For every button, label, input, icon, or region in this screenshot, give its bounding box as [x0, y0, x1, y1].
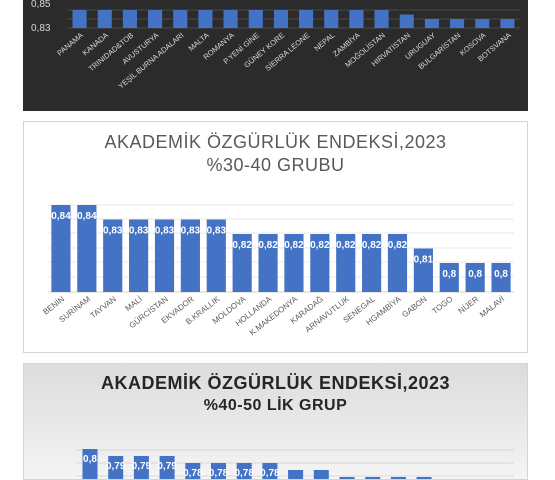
- bar: [374, 10, 389, 28]
- chart-panel-mid: AKADEMİK ÖZGÜRLÜK ENDEKSİ,2023 %30-40 GR…: [23, 121, 528, 353]
- bar: [232, 234, 252, 292]
- chart-bot-subtitle: %40-50 LİK GRUP: [203, 397, 348, 414]
- bar: [159, 456, 175, 479]
- data-label: 0,83: [207, 226, 227, 237]
- data-label: 0,82: [258, 240, 278, 251]
- data-label: 0,78: [183, 468, 203, 479]
- data-label: 0,83: [129, 226, 149, 237]
- bar: [500, 19, 515, 28]
- bar: [475, 19, 490, 28]
- data-label: 0,82: [284, 240, 304, 251]
- data-label: 0,79: [157, 461, 177, 472]
- bar: [185, 463, 201, 479]
- data-label: 0,83: [181, 226, 201, 237]
- chart-bot-svg: 0,8 0,79 0,79 0,79 0,78 0,78 0,78 0,78: [76, 449, 514, 479]
- bar: [133, 456, 149, 479]
- x-tick-label: TOGO: [431, 294, 455, 316]
- bar: [324, 10, 339, 28]
- x-tick-label: MALAVİ: [478, 294, 506, 319]
- data-label: 0,83: [155, 226, 175, 237]
- x-tick-label: SİERRA LEONE: [263, 31, 311, 73]
- chart-mid-title: AKADEMİK ÖZGÜRLÜK ENDEKSİ,2023: [104, 132, 447, 152]
- bar: [72, 10, 87, 28]
- bar: [258, 234, 278, 292]
- bar: [465, 263, 485, 292]
- data-label: 0,81: [414, 255, 434, 266]
- bar: [206, 219, 226, 292]
- data-label: 0,8: [83, 454, 97, 465]
- bar: [365, 477, 381, 479]
- x-tick-label: NİJER: [457, 294, 481, 315]
- bar: [339, 477, 355, 479]
- bar: [288, 470, 304, 479]
- data-label: 0,79: [132, 461, 152, 472]
- data-label: 0,78: [234, 468, 254, 479]
- bar: [491, 263, 511, 292]
- bar: [77, 205, 97, 292]
- bar: [362, 234, 382, 292]
- bar: [262, 463, 278, 479]
- bar: [399, 14, 414, 28]
- bar: [248, 10, 263, 28]
- bar: [103, 219, 123, 292]
- data-label: 0,8: [468, 269, 482, 280]
- x-tick-label: MALİ: [124, 294, 144, 313]
- data-label: 0,84: [51, 211, 71, 222]
- bar: [198, 10, 213, 28]
- data-label: 0,79: [106, 461, 126, 472]
- data-label: 0,82: [362, 240, 382, 251]
- data-label: 0,83: [103, 226, 123, 237]
- bar: [310, 234, 330, 292]
- bar: [211, 463, 226, 479]
- bar: [108, 456, 124, 479]
- data-label: 0,82: [336, 240, 356, 251]
- bar: [450, 19, 465, 28]
- bar: [387, 234, 408, 292]
- data-label: 0,82: [232, 240, 252, 251]
- data-label: 0,82: [388, 240, 408, 251]
- data-label: 0,78: [260, 468, 280, 479]
- bar: [390, 477, 406, 479]
- chart-panel-bot: AKADEMİK ÖZGÜRLÜK ENDEKSİ,2023 %40-50 Lİ…: [23, 363, 528, 480]
- bar: [122, 10, 137, 28]
- bar: [284, 234, 304, 292]
- x-tick-label: PANAMA: [55, 31, 85, 58]
- bar: [223, 10, 238, 28]
- bar: [349, 10, 364, 28]
- chart-mid-subtitle: %30-40 GRUBU: [206, 155, 345, 175]
- x-tick-label: GABON: [400, 294, 428, 319]
- bar: [148, 10, 163, 28]
- bar: [299, 10, 314, 28]
- bar: [173, 10, 188, 28]
- bar: [51, 205, 71, 292]
- bar: [439, 263, 459, 292]
- bar: [336, 234, 356, 292]
- bar: [424, 19, 439, 28]
- chart-top-svg: 0,850,83PANAMAKANADATRINIDAD&TOBAVUSTURY…: [31, 0, 520, 91]
- x-tick-label: ARNAVUTLUK: [303, 294, 351, 334]
- bar: [154, 219, 175, 292]
- chart-bot-title: AKADEMİK ÖZGÜRLÜK ENDEKSİ,2023: [100, 373, 451, 393]
- bar: [82, 449, 98, 479]
- bar: [313, 470, 329, 479]
- bar: [416, 477, 432, 479]
- data-label: 0,84: [77, 211, 97, 222]
- data-label: 0,8: [442, 269, 456, 280]
- bar: [273, 10, 288, 28]
- x-tick-label: TAYVAN: [89, 294, 119, 320]
- data-label: 0,78: [209, 468, 229, 479]
- y-tick-label: 0,85: [31, 0, 51, 10]
- bar: [413, 248, 433, 292]
- bar: [97, 10, 112, 28]
- y-tick-label: 0,83: [31, 23, 51, 34]
- data-label: 0,82: [310, 240, 330, 251]
- data-label: 0,8: [494, 269, 508, 280]
- bar: [236, 463, 252, 479]
- bar: [129, 219, 149, 292]
- bar: [180, 219, 200, 292]
- chart-panel-top: 0,85 0,83 PANAMA KANADA TRINIDAD&TOB AVUSTURY…: [23, 0, 528, 111]
- chart-mid-svg: 0,84BENİN0,84SURİNAM0,83TAYVAN0,83MALİ0,…: [41, 204, 514, 337]
